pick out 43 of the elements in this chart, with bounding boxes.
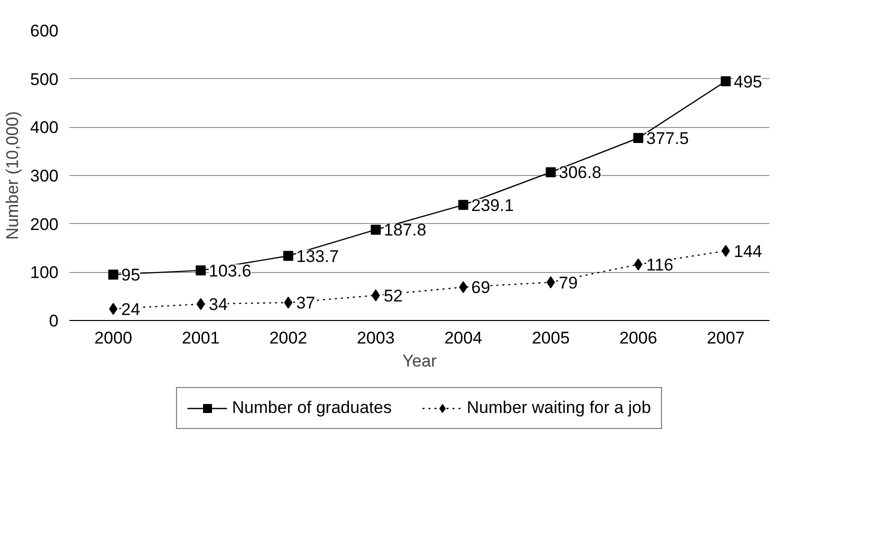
y-tick-label: 0	[49, 312, 59, 330]
y-tick-label: 100	[30, 263, 59, 282]
data-label: 79	[558, 273, 578, 292]
data-label: 34	[208, 295, 228, 314]
data-label: 495	[734, 72, 762, 92]
x-tick-label: 2000	[94, 328, 132, 348]
y-tick-label: 300	[30, 166, 59, 186]
data-label: 144	[734, 242, 762, 261]
legend-label: Number of graduates	[232, 398, 392, 418]
data-label: 187.8	[384, 220, 426, 240]
y-tick-label: 200	[30, 214, 59, 234]
data-label: 69	[471, 278, 490, 298]
y-axis-title: Number (10,000)	[3, 111, 22, 240]
data-label: 103.6	[208, 261, 252, 280]
data-label: 37	[296, 294, 316, 313]
data-label: 52	[384, 286, 403, 306]
data-label: 239.1	[471, 196, 514, 215]
x-tick-label: 2003	[356, 328, 395, 348]
point	[108, 270, 118, 280]
x-tick-label: 2007	[706, 328, 745, 348]
legend-label: Number waiting for a job	[466, 398, 651, 418]
x-tick-label: 2002	[269, 328, 308, 348]
x-tick-label: 2006	[619, 328, 658, 348]
point	[370, 224, 381, 235]
data-label: 116	[646, 255, 674, 274]
data-label: 24	[121, 300, 140, 319]
x-tick-label: 2005	[532, 328, 570, 348]
data-label: 95	[121, 266, 140, 285]
data-label: 306.8	[558, 163, 602, 182]
point	[546, 167, 556, 178]
point	[633, 133, 644, 144]
y-tick-label: 600	[30, 22, 59, 40]
point	[458, 200, 468, 210]
data-label: 377.5	[646, 129, 689, 148]
point	[283, 250, 294, 261]
point	[720, 76, 731, 86]
point	[196, 265, 206, 276]
data-label: 133.7	[296, 246, 339, 266]
y-tick-label: 500	[30, 70, 59, 89]
y-tick-label: 400	[30, 118, 59, 138]
x-tick-label: 2004	[444, 328, 482, 348]
x-tick-label: 2001	[182, 328, 220, 348]
x-axis-title: Year	[402, 352, 438, 370]
